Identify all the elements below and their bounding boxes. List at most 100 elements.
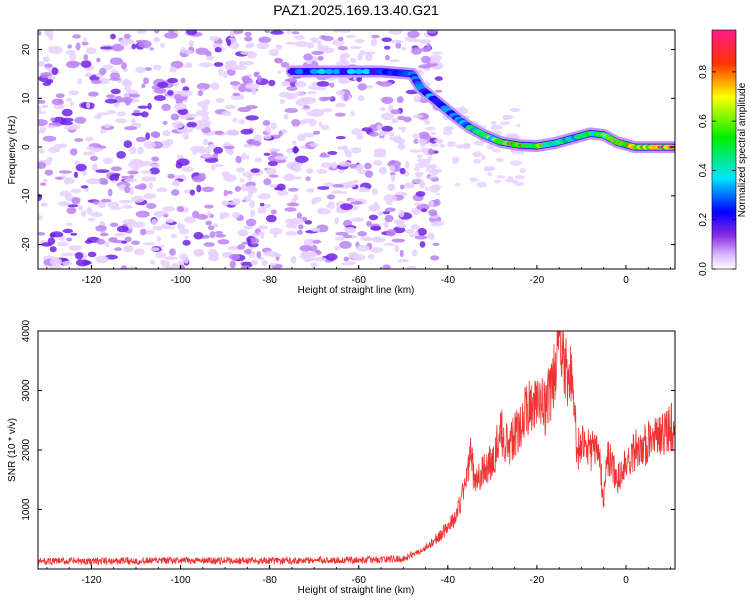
noise-blob	[310, 227, 320, 232]
noise-blob	[87, 217, 96, 222]
noise-blob	[428, 209, 438, 217]
noise-blob	[75, 163, 87, 172]
noise-blob	[307, 91, 317, 95]
noise-blob	[325, 204, 333, 208]
noise-blob	[379, 167, 388, 174]
noise-blob	[516, 151, 525, 155]
noise-blob	[390, 174, 396, 182]
noise-blob	[249, 209, 256, 218]
noise-blob	[306, 188, 315, 193]
x-tick-label: -60	[352, 275, 367, 286]
noise-blob	[389, 131, 395, 137]
noise-blob	[184, 216, 196, 224]
noise-blob	[145, 132, 150, 141]
noise-blob	[110, 72, 120, 80]
noise-blob	[120, 265, 128, 269]
noise-blob	[96, 238, 106, 245]
noise-blob	[349, 163, 358, 169]
noise-blob	[203, 242, 215, 247]
noise-blob	[232, 198, 241, 206]
noise-blob	[38, 215, 43, 221]
noise-blob	[151, 218, 157, 226]
noise-blob	[49, 46, 63, 54]
noise-blob	[385, 54, 390, 61]
noise-blob	[46, 79, 54, 84]
noise-blob	[154, 30, 160, 34]
noise-blob	[509, 108, 521, 112]
noise-blob	[42, 178, 48, 183]
noise-blob	[388, 30, 403, 35]
noise-blob	[409, 149, 422, 153]
noise-blob	[391, 238, 406, 243]
noise-blob	[195, 47, 209, 55]
noise-blob	[490, 124, 503, 130]
noise-blob	[235, 155, 242, 164]
noise-blob	[116, 225, 129, 233]
noise-blob	[127, 89, 139, 94]
noise-blob	[306, 60, 313, 65]
noise-blob	[182, 132, 190, 140]
noise-blob	[353, 179, 359, 183]
snr-x-label: Height of straight line (km)	[298, 585, 415, 596]
noise-blob	[302, 96, 316, 104]
noise-blob	[242, 171, 255, 178]
noise-blob	[165, 218, 175, 223]
noise-blob	[414, 202, 422, 206]
noise-blob	[62, 260, 73, 266]
noise-blob	[270, 30, 284, 35]
noise-blob	[119, 199, 132, 204]
noise-blob	[160, 42, 166, 48]
noise-blob	[106, 94, 116, 99]
noise-blob	[58, 170, 72, 174]
noise-blob	[357, 231, 367, 237]
noise-blob	[96, 57, 101, 63]
noise-blob	[292, 140, 297, 146]
noise-blob	[473, 140, 485, 146]
noise-blob	[250, 168, 260, 173]
noise-blob	[182, 239, 191, 246]
noise-blob	[332, 183, 344, 188]
noise-blob	[123, 33, 131, 40]
noise-blob	[343, 256, 350, 262]
noise-blob	[167, 77, 178, 84]
noise-blob	[355, 166, 361, 172]
noise-blob	[148, 182, 154, 190]
noise-blob	[129, 186, 134, 195]
noise-blob	[141, 170, 152, 174]
noise-blob	[121, 80, 133, 87]
noise-blob	[195, 110, 209, 117]
noise-blob	[174, 102, 187, 110]
noise-blob	[403, 182, 415, 189]
noise-blob	[69, 101, 75, 106]
noise-blob	[38, 148, 45, 154]
noise-blob	[333, 30, 340, 33]
noise-blob	[446, 126, 455, 130]
noise-blob	[251, 87, 257, 96]
noise-blob	[179, 90, 193, 97]
noise-blob	[229, 260, 236, 269]
noise-blob	[150, 247, 160, 252]
noise-blob	[425, 126, 436, 131]
noise-blob	[349, 45, 362, 50]
noise-blob	[481, 154, 486, 161]
noise-blob	[66, 207, 77, 215]
noise-blob	[113, 233, 126, 237]
ridge-point	[369, 68, 379, 75]
noise-blob	[108, 237, 118, 243]
noise-blob	[411, 133, 420, 139]
noise-blob	[99, 67, 107, 75]
noise-blob	[380, 112, 395, 121]
noise-blob	[232, 117, 238, 123]
noise-blob	[430, 255, 440, 261]
x-tick-label: -120	[81, 275, 101, 286]
noise-blob	[49, 265, 62, 269]
noise-blob	[409, 233, 416, 237]
noise-blob	[375, 81, 383, 85]
noise-blob	[155, 252, 167, 259]
noise-blob	[239, 178, 245, 183]
noise-blob	[159, 244, 165, 248]
noise-blob	[171, 263, 180, 269]
noise-blob	[309, 37, 319, 41]
noise-blob	[252, 140, 262, 147]
noise-blob	[433, 168, 443, 173]
